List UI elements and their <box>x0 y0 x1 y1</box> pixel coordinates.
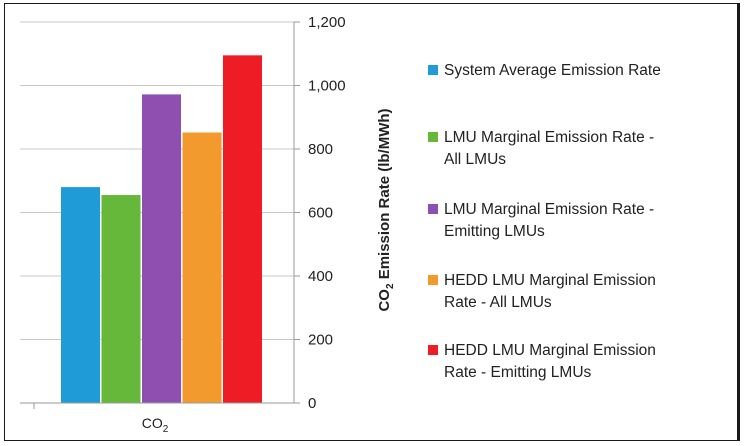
bar-1 <box>61 187 100 403</box>
y-tick-label: 200 <box>308 332 333 349</box>
y-tick-label: 1,200 <box>308 14 346 31</box>
legend-label-line: All LMUs <box>444 151 506 168</box>
y-tick-label: 1,000 <box>308 78 346 95</box>
legend-label-line: Rate - All LMUs <box>444 294 552 311</box>
y-tick-labels: 0 200 400 600 800 1,000 1,200 <box>308 14 346 412</box>
bar-4 <box>182 132 222 404</box>
frame-right-rule <box>738 3 740 441</box>
y-axis-label-sub: 2 <box>385 283 396 289</box>
legend: System Average Emission Rate LMU Marginal… <box>428 62 661 381</box>
bars <box>61 55 262 404</box>
y-tick-label: 400 <box>308 268 333 285</box>
legend-swatch-2 <box>428 132 438 142</box>
y-tick-label: 800 <box>308 141 333 158</box>
legend-swatch-4 <box>428 275 438 285</box>
y-tick-label: 0 <box>308 395 316 412</box>
legend-label-line: HEDD LMU Marginal Emission <box>444 342 656 359</box>
legend-swatch-5 <box>428 345 438 355</box>
axes <box>20 21 300 409</box>
bar-2 <box>101 195 141 403</box>
legend-label-line: LMU Marginal Emission Rate - <box>444 129 654 146</box>
legend-label-line: Rate - Emitting LMUs <box>444 364 592 381</box>
x-category-sub: 2 <box>163 424 169 435</box>
y-axis-label: CO2 Emission Rate (lb/MWh) <box>376 108 396 311</box>
y-axis-label-post: Emission Rate (lb/MWh) <box>376 108 393 283</box>
chart-frame <box>4 3 738 441</box>
y-axis-label-pre: CO <box>376 289 393 312</box>
bar-3 <box>142 94 181 403</box>
bar-5 <box>223 55 262 404</box>
legend-label-line: Emitting LMUs <box>444 223 545 240</box>
legend-label-line: HEDD LMU Marginal Emission <box>444 272 656 289</box>
legend-label-line: System Average Emission Rate <box>444 62 661 79</box>
legend-swatch-1 <box>428 65 438 75</box>
x-category-label-group: CO2 <box>142 415 169 435</box>
legend-label-line: LMU Marginal Emission Rate - <box>444 201 654 218</box>
y-axis-label-group: CO2 Emission Rate (lb/MWh) <box>376 108 396 311</box>
legend-swatch-3 <box>428 204 438 214</box>
y-tick-label: 600 <box>308 205 333 222</box>
x-category-label: CO2 <box>142 415 169 435</box>
x-category-base: CO <box>142 415 163 431</box>
